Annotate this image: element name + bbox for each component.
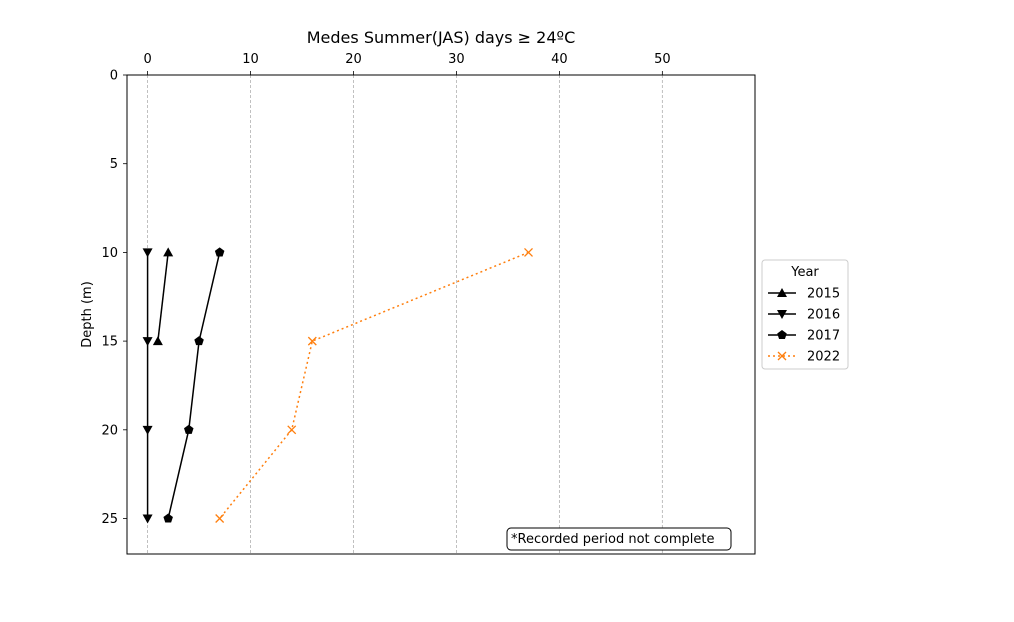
x-marker-stroke — [215, 514, 225, 523]
x-tick-label: 50 — [654, 52, 671, 67]
x-tick-label: 20 — [345, 52, 362, 67]
data-point-2022 — [215, 514, 225, 523]
y-tick-label: 15 — [101, 335, 118, 350]
data-point-2017 — [184, 424, 194, 434]
x-tick-label: 10 — [242, 52, 259, 67]
legend-swatch-marker — [777, 351, 787, 361]
x-marker-stroke — [524, 247, 533, 257]
data-point-2015 — [163, 247, 174, 257]
series-line-2015 — [157, 252, 169, 342]
x-marker-stroke — [307, 336, 317, 346]
data-point-2017 — [214, 247, 225, 257]
x-marker-stroke — [287, 425, 297, 435]
data-point-2017 — [194, 336, 204, 346]
annotation-frame — [506, 527, 732, 551]
data-point-2017 — [163, 513, 173, 523]
legend-item-2015[interactable]: 2015 — [768, 287, 840, 302]
legend-frame — [761, 259, 849, 370]
series-2022 — [215, 247, 533, 523]
y-axis-label: Depth (m) — [80, 281, 95, 348]
series-2017 — [163, 247, 225, 523]
series-2015 — [152, 247, 174, 346]
legend-label: 2015 — [807, 287, 840, 302]
legend-item-2016[interactable]: 2016 — [768, 308, 840, 323]
data-point-2015 — [152, 336, 163, 346]
y-tick-label: 5 — [110, 157, 118, 172]
annotation-text: *Recorded period not complete — [511, 532, 715, 547]
data-point-2016 — [142, 248, 153, 258]
legend-swatch-marker — [777, 288, 787, 297]
data-point-2016 — [142, 514, 153, 524]
legend-title: Year — [790, 265, 819, 280]
legend[interactable]: Year 2015 2016 2017 2022 — [761, 259, 849, 370]
x-tick-label: 0 — [143, 52, 151, 67]
grid-lines — [147, 75, 663, 554]
y-tick-label: 20 — [101, 423, 118, 438]
legend-label: 2017 — [807, 329, 840, 344]
legend-swatch-marker — [777, 330, 787, 340]
data-point-2016 — [142, 337, 153, 347]
series-layer — [142, 247, 533, 524]
series-line-2017 — [167, 252, 221, 519]
y-tick-label: 0 — [110, 69, 118, 84]
data-point-2022 — [524, 247, 533, 257]
legend-item-2017[interactable]: 2017 — [768, 329, 840, 344]
series-line-2022 — [219, 251, 529, 519]
x-tick-label: 30 — [448, 52, 465, 67]
series-2016 — [142, 248, 153, 524]
y-tick-label: 10 — [101, 246, 118, 261]
legend-label: 2016 — [807, 308, 840, 323]
legend-item-2022[interactable]: 2022 — [768, 350, 840, 365]
chart-title: Medes Summer(JAS) days ≥ 24ºC — [307, 28, 575, 47]
y-tick-label: 25 — [101, 512, 118, 527]
data-point-2016 — [142, 425, 153, 435]
x-marker-stroke — [777, 351, 787, 361]
data-point-2022 — [307, 336, 317, 346]
legend-label: 2022 — [807, 350, 840, 365]
axis-ticks: 0 10 20 30 40 50 0 5 10 15 20 25 — [101, 52, 670, 527]
data-point-2022 — [287, 425, 297, 435]
legend-swatch-marker — [777, 310, 787, 319]
plot-frame — [126, 74, 756, 555]
annotation-box: *Recorded period not complete — [506, 527, 732, 551]
x-tick-label: 40 — [551, 52, 568, 67]
